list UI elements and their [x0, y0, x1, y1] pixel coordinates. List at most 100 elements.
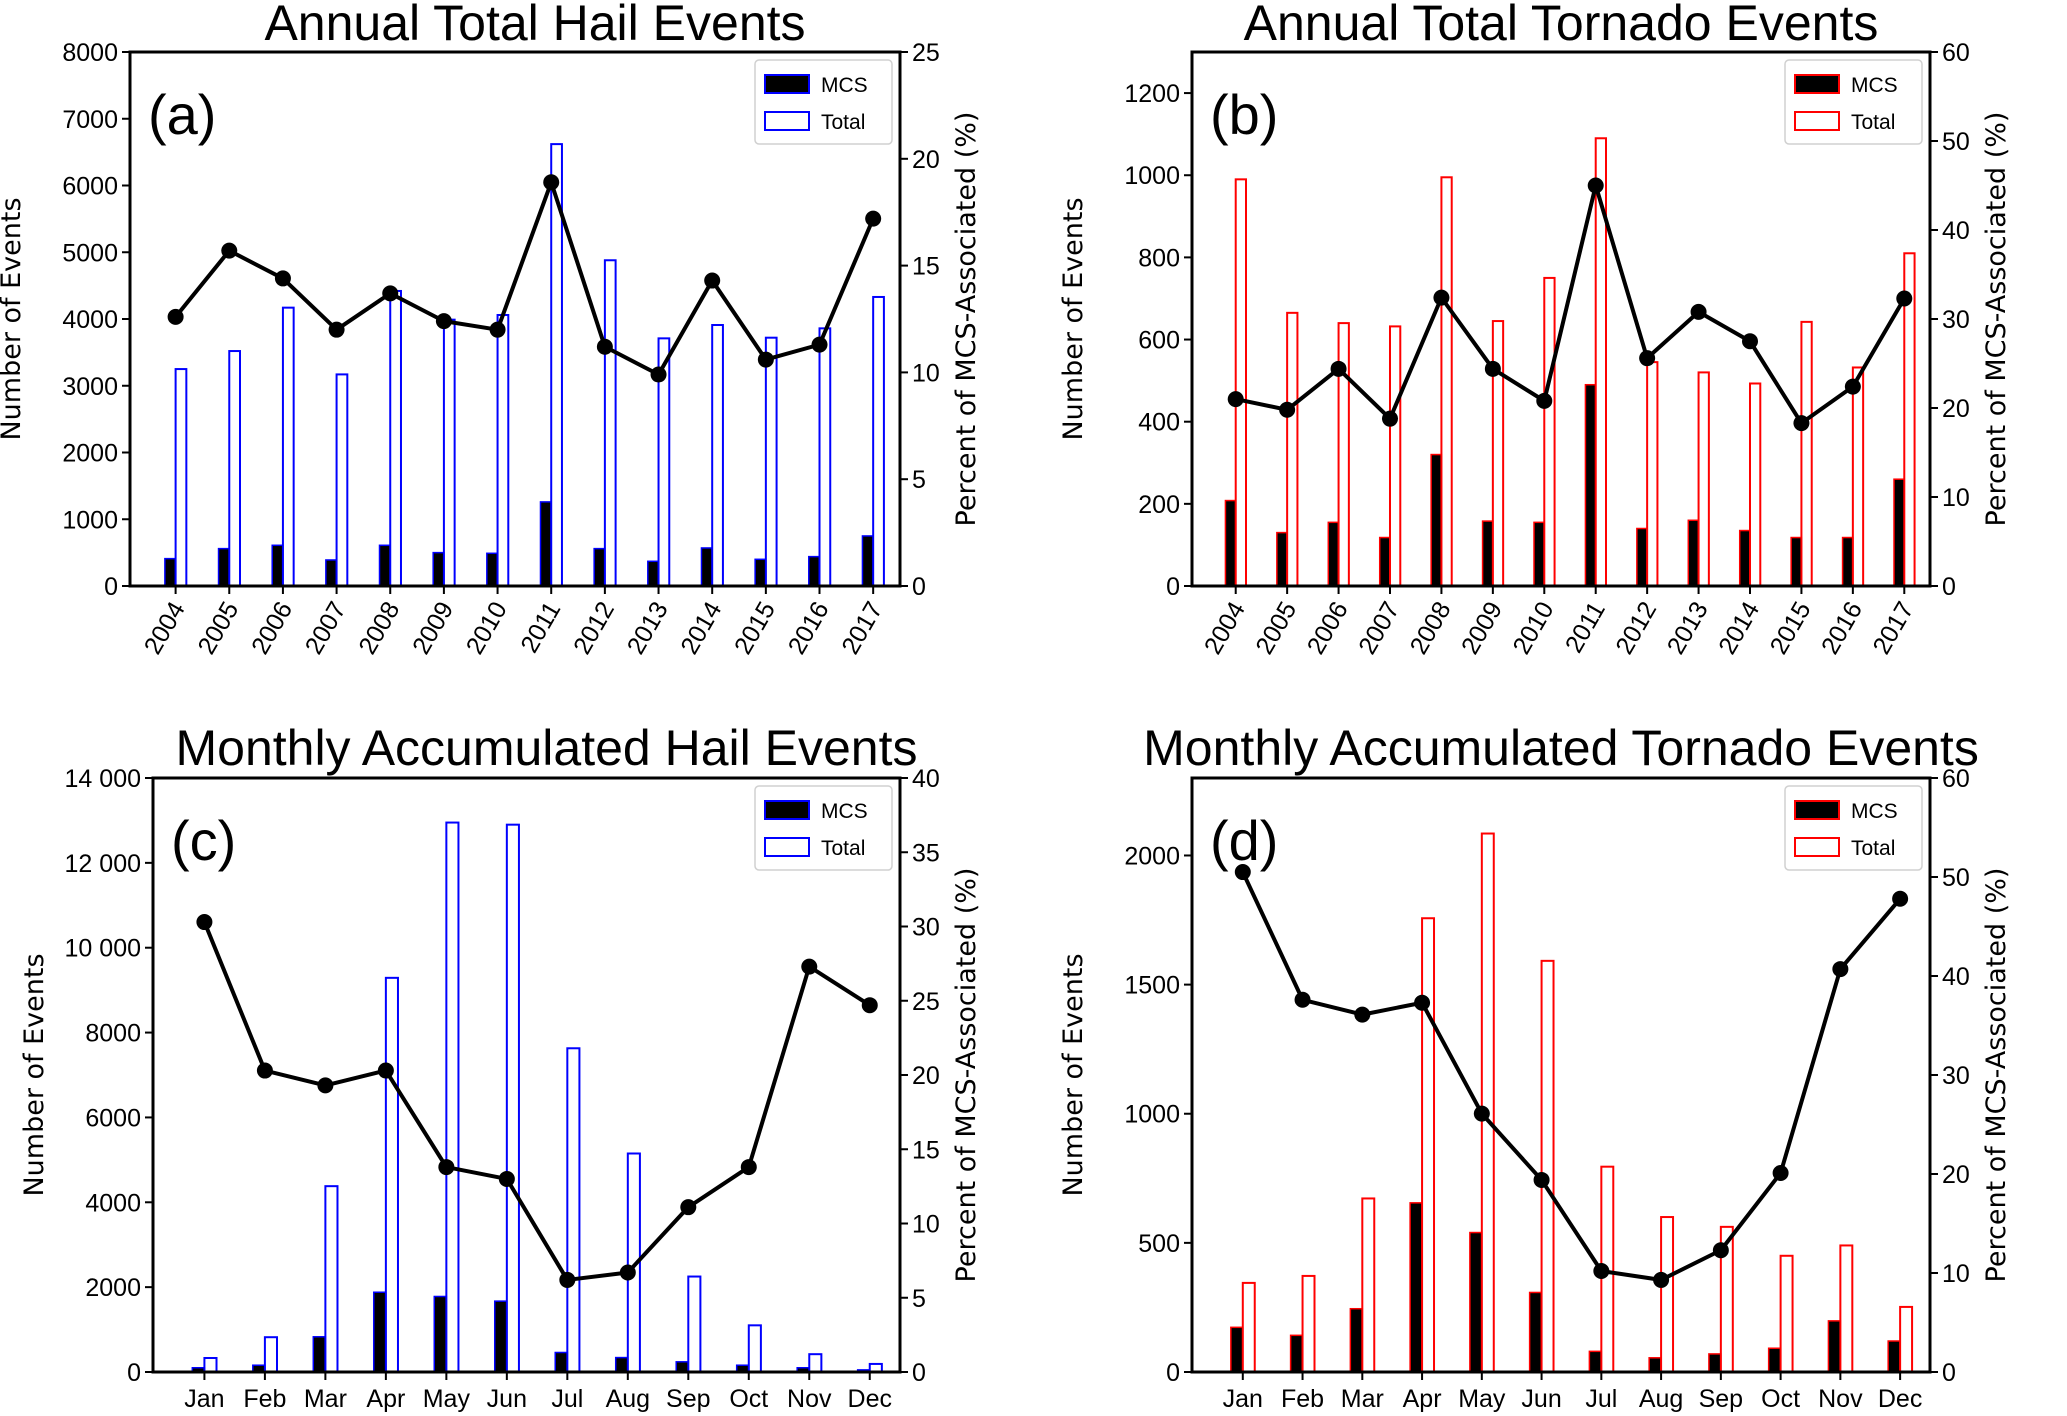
y2-tick-label: 5	[912, 1285, 926, 1313]
y-tick-label: 800	[1138, 244, 1180, 272]
percent-marker	[382, 285, 399, 302]
bar-total	[872, 295, 885, 587]
percent-marker	[1772, 1165, 1789, 1182]
x-tick-label: 2009	[1456, 597, 1508, 659]
percent-marker	[1832, 961, 1849, 978]
bar-total	[566, 1047, 581, 1374]
percent-marker	[1587, 177, 1604, 194]
y2-tick-label: 35	[912, 839, 940, 867]
y-tick-label: 0	[1166, 573, 1180, 601]
chart-title: Monthly Accumulated Tornado Events	[1143, 720, 1979, 776]
x-tick-label: Nov	[1818, 1385, 1863, 1413]
x-tick-label: Aug	[1639, 1385, 1683, 1413]
y2-tick-label: 60	[1942, 765, 1970, 793]
y-axis-label: Number of Events	[0, 197, 27, 440]
percent-marker	[704, 272, 721, 289]
bar-mcs	[1230, 1326, 1244, 1373]
x-tick-label: Jan	[184, 1385, 224, 1413]
legend-label-total: Total	[1851, 111, 1895, 134]
x-tick-label: 2012	[568, 597, 620, 659]
x-tick-label: Nov	[787, 1385, 832, 1413]
bar-total	[445, 821, 460, 1373]
percent-marker	[256, 1062, 273, 1079]
bar-total	[263, 1336, 278, 1374]
bar-mcs	[1289, 1334, 1304, 1373]
y2-tick-label: 40	[1942, 217, 1970, 245]
y2-tick-label: 60	[1942, 39, 1970, 67]
y2-tick-label: 30	[1942, 1062, 1970, 1090]
bar-total	[1440, 176, 1453, 588]
legend-label-mcs: MCS	[821, 800, 868, 823]
bar-mcs	[373, 1291, 387, 1373]
bar-total	[389, 289, 402, 587]
percent-line	[174, 180, 876, 377]
bar-total	[818, 327, 832, 587]
x-tick-label: Feb	[1281, 1385, 1324, 1413]
percent-marker	[167, 308, 184, 325]
percent-marker	[650, 366, 667, 383]
x-tick-label: Dec	[1878, 1385, 1922, 1413]
percent-marker	[1536, 392, 1553, 409]
percent-marker	[1533, 1171, 1550, 1188]
percent-line	[202, 921, 871, 1282]
legend-label-total: Total	[1851, 837, 1895, 860]
bar-total	[808, 1353, 823, 1374]
x-tick-label: Apr	[366, 1385, 405, 1413]
panel-label: (a)	[148, 83, 216, 146]
x-tick-label: Feb	[243, 1385, 286, 1413]
percent-marker	[619, 1264, 636, 1281]
percent-marker	[1484, 360, 1501, 377]
bar-total	[747, 1324, 762, 1374]
x-tick-label: 2016	[1816, 597, 1868, 659]
percent-marker	[274, 270, 291, 287]
bar-total	[1491, 320, 1505, 587]
x-tick-label: Jun	[487, 1385, 527, 1413]
percent-marker	[757, 351, 774, 368]
percent-marker	[196, 914, 213, 931]
percent-line	[1235, 183, 1907, 426]
percent-marker	[861, 997, 878, 1014]
percent-marker	[596, 338, 613, 355]
x-tick-label: 2011	[515, 597, 566, 658]
y-tick-label: 10 000	[65, 935, 141, 963]
y2-tick-label: 50	[1942, 864, 1970, 892]
percent-marker	[1896, 290, 1913, 307]
y2-tick-label: 20	[912, 146, 940, 174]
percent-marker	[1414, 994, 1431, 1011]
x-tick-label: 2004	[1199, 597, 1251, 659]
bar-total	[1543, 276, 1556, 587]
x-tick-label: 2017	[1867, 597, 1919, 659]
bar-mcs	[754, 558, 767, 587]
y2-tick-label: 0	[1942, 573, 1956, 601]
bar-mcs	[1349, 1307, 1364, 1373]
bar-mcs	[861, 535, 874, 587]
bar-total	[1646, 361, 1659, 587]
percent-marker	[1653, 1271, 1670, 1288]
y2-tick-label: 0	[1942, 1359, 1956, 1387]
bar-total	[324, 1185, 339, 1373]
bar-total	[1779, 1254, 1794, 1373]
bar-total	[1241, 1281, 1256, 1374]
x-tick-label: 2015	[1765, 597, 1817, 659]
x-tick-label: 2007	[1353, 597, 1405, 659]
bar-total	[1234, 178, 1247, 587]
x-tick-label: Mar	[1341, 1385, 1384, 1413]
y2-axis-label: Percent of MCS-Associated (%)	[1981, 868, 2012, 1283]
bar-mcs	[312, 1336, 327, 1373]
y2-tick-label: 40	[912, 765, 940, 793]
bar-total	[764, 336, 778, 587]
bar-mcs	[593, 547, 606, 587]
bar-mcs	[486, 552, 499, 587]
bar-total	[711, 324, 724, 587]
y-tick-label: 600	[1138, 327, 1180, 355]
percent-marker	[543, 174, 560, 191]
x-tick-label: 2013	[1662, 597, 1714, 659]
bar-mcs	[378, 544, 391, 587]
bar-mcs	[325, 559, 338, 587]
y2-tick-label: 30	[1942, 306, 1970, 334]
x-tick-label: 2016	[783, 597, 835, 659]
x-tick-label: 2013	[622, 597, 674, 659]
y2-axis-label: Percent of MCS-Associated (%)	[951, 868, 982, 1283]
percent-marker	[1279, 401, 1296, 418]
percent-marker	[328, 321, 345, 338]
